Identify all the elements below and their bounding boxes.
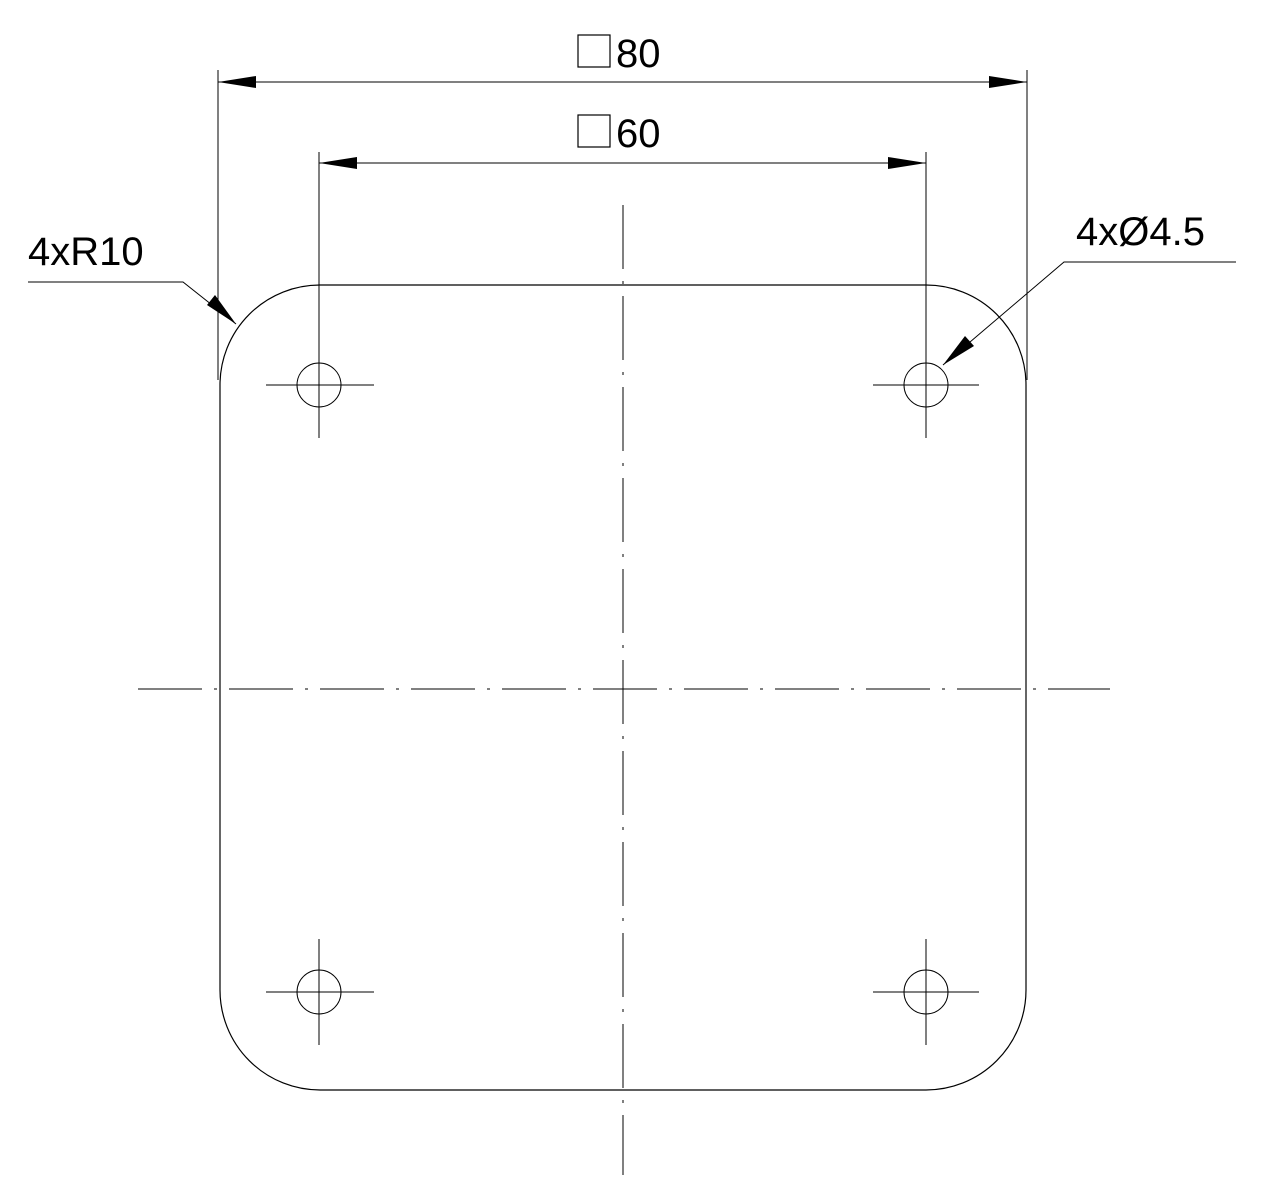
hole-diameter-arrow [943, 336, 974, 365]
corner-radius-arrow [207, 295, 236, 324]
hole-diameter-callout: 4xØ4.5 [942, 210, 1236, 366]
outer-dimension: 80 [217, 32, 1028, 380]
hole-diameter-label: 4xØ4.5 [1076, 210, 1205, 254]
corner-radius-label: 4xR10 [28, 230, 144, 274]
square-symbol-icon [577, 114, 611, 148]
corner-radius-callout: 4xR10 [28, 230, 237, 325]
spacing-dimension-value: 60 [616, 112, 661, 156]
hole-bottom-right [873, 939, 979, 1045]
hole-bottom-left [266, 939, 374, 1045]
outer-arrow-right [989, 76, 1027, 88]
square-symbol-icon [577, 34, 611, 68]
spacing-arrow-left [319, 157, 357, 169]
plate-outline [219, 284, 1027, 1091]
spacing-arrow-right [888, 157, 926, 169]
hole-diameter-leader [942, 261, 1236, 366]
hole-top-left [266, 332, 374, 438]
corner-radius-leader [28, 281, 237, 325]
outer-dimension-value: 80 [616, 32, 661, 76]
hole-top-right [873, 332, 979, 438]
outer-arrow-left [218, 76, 256, 88]
